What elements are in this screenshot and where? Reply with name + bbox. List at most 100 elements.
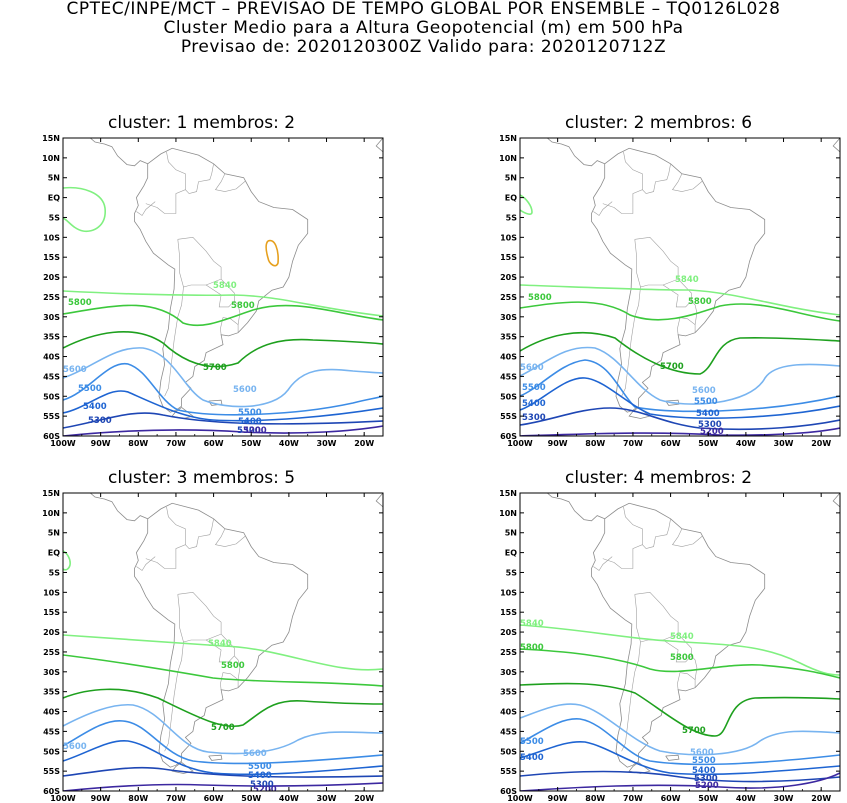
caribbean-island-coastline xyxy=(159,118,182,126)
contour-label: 5400 xyxy=(522,399,546,409)
country-border xyxy=(164,641,184,752)
latitude-tick-label: 5S xyxy=(506,568,518,577)
contour-label: 5700 xyxy=(682,726,706,736)
latitude-tick-label: 10S xyxy=(43,233,60,242)
contour-label: 5840 xyxy=(208,639,232,649)
panel-1-title: cluster: 1 membros: 2 xyxy=(108,113,296,133)
central-america-coastline xyxy=(546,493,605,522)
longitude-tick-label: 30W xyxy=(774,439,794,448)
panel-2-title: cluster: 2 membros: 6 xyxy=(565,113,753,133)
contour-5840 xyxy=(520,624,840,676)
mexico-coastline xyxy=(520,110,535,118)
latitude-tick-label: 15N xyxy=(42,134,60,143)
contour-5840 xyxy=(63,186,106,233)
longitude-tick-label: 100W xyxy=(507,794,533,803)
central-america-coastline xyxy=(89,493,148,522)
longitude-tick-label: 80W xyxy=(585,439,605,448)
contour-label: 5800 xyxy=(68,298,92,308)
country-border xyxy=(136,201,156,216)
contour-label: 5200 xyxy=(253,785,277,795)
country-border xyxy=(214,173,246,192)
contour-label: 5500 xyxy=(694,397,718,407)
contour-5840 xyxy=(520,284,840,316)
country-border xyxy=(593,201,613,216)
contour-label: 5600 xyxy=(63,742,87,752)
latitude-tick-label: 15S xyxy=(500,608,517,617)
latitude-tick-label: 15N xyxy=(42,489,60,498)
longitude-tick-label: 90W xyxy=(91,794,111,803)
latitude-tick-label: 35S xyxy=(500,333,517,342)
africa-coastline xyxy=(832,493,840,553)
map-panel: 5840580058005700560056005500550054005400… xyxy=(42,110,384,448)
latitude-tick-label: 10S xyxy=(43,588,60,597)
country-border xyxy=(677,317,696,335)
country-border xyxy=(691,655,698,680)
contour-label: 5300 xyxy=(237,426,261,436)
longitude-tick-label: 70W xyxy=(623,439,643,448)
longitude-tick-label: 20W xyxy=(811,439,831,448)
contour-label: 5400 xyxy=(696,409,720,419)
longitude-tick-label: 90W xyxy=(91,439,111,448)
contour-5300 xyxy=(520,770,840,783)
longitude-tick-label: 30W xyxy=(317,794,337,803)
contour-label: 5500 xyxy=(248,762,272,772)
contour-5840 xyxy=(63,290,383,317)
country-border xyxy=(642,518,671,549)
longitude-tick-label: 60W xyxy=(204,439,224,448)
central-america-coastline xyxy=(89,138,148,167)
contour-label: 5600 xyxy=(692,386,716,396)
longitude-tick-label: 40W xyxy=(736,439,756,448)
contour-label: 5300 xyxy=(698,420,722,430)
latitude-tick-label: 5N xyxy=(505,529,517,538)
latitude-tick-label: 15N xyxy=(499,134,517,143)
contour-5500 xyxy=(63,363,383,416)
contour-5300 xyxy=(63,412,383,429)
contour-5400 xyxy=(520,377,840,419)
longitude-tick-label: 60W xyxy=(661,439,681,448)
contour-label: 5200 xyxy=(700,427,724,437)
header-line-1: CPTEC/INPE/MCT – PREVISAO DE TEMPO GLOBA… xyxy=(66,0,781,19)
central-america-coastline xyxy=(546,138,605,167)
latitude-tick-label: 50S xyxy=(500,747,517,756)
latitude-tick-label: 25S xyxy=(500,293,517,302)
contour-5840 xyxy=(520,194,533,215)
contour-label: 5840 xyxy=(213,281,237,291)
caribbean-island-coastline xyxy=(187,124,193,126)
map-frame xyxy=(519,137,841,437)
country-border xyxy=(621,286,641,397)
caribbean-island-coastline xyxy=(644,479,650,481)
contour-label: 5800 xyxy=(670,653,694,663)
longitude-tick-label: 50W xyxy=(698,794,718,803)
longitude-tick-label: 60W xyxy=(204,794,224,803)
country-border xyxy=(634,236,679,288)
latitude-tick-label: 60S xyxy=(500,787,517,796)
latitude-tick-label: EQ xyxy=(505,549,517,558)
latitude-tick-label: 10N xyxy=(42,509,60,518)
latitude-tick-label: 10N xyxy=(499,509,517,518)
latitude-tick-label: 45S xyxy=(43,372,60,381)
latitude-tick-label: 15N xyxy=(499,489,517,498)
contour-label: 5700 xyxy=(211,723,235,733)
mexico-coastline xyxy=(63,465,78,473)
mexico-coastline xyxy=(63,110,78,118)
africa-coastline xyxy=(375,493,383,553)
latitude-tick-label: 60S xyxy=(43,787,60,796)
latitude-tick-label: 25S xyxy=(500,648,517,657)
caribbean-island-coastline xyxy=(187,479,193,481)
latitude-tick-label: 5S xyxy=(49,568,61,577)
latitude-tick-label: EQ xyxy=(48,194,60,203)
contour-5600 xyxy=(63,347,383,408)
latitude-tick-label: 15S xyxy=(500,253,517,262)
latitude-tick-label: 60S xyxy=(500,432,517,441)
longitude-tick-label: 80W xyxy=(128,439,148,448)
longitude-tick-label: 40W xyxy=(736,794,756,803)
country-border xyxy=(145,151,186,214)
contour-5300 xyxy=(520,407,840,431)
latitude-tick-label: 15S xyxy=(43,253,60,262)
country-border xyxy=(136,556,156,571)
latitude-tick-label: 30S xyxy=(500,313,517,322)
longitude-tick-label: 60W xyxy=(661,794,681,803)
longitude-tick-label: 40W xyxy=(279,794,299,803)
country-border xyxy=(593,556,613,571)
